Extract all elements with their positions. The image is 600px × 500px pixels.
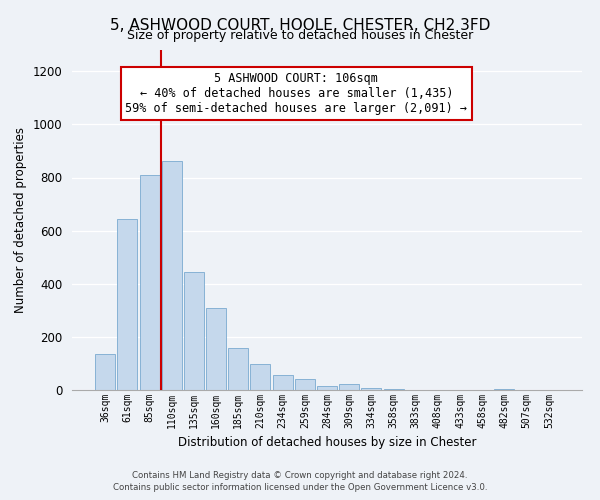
Bar [361, 388, 382, 390]
Bar [140, 176, 160, 390]
Bar [162, 161, 182, 390]
Bar [95, 354, 115, 390]
Bar [250, 364, 271, 390]
Bar [228, 348, 248, 390]
Y-axis label: Number of detached properties: Number of detached properties [14, 127, 27, 313]
Bar [118, 218, 137, 390]
Bar [272, 376, 293, 390]
Text: Size of property relative to detached houses in Chester: Size of property relative to detached ho… [127, 29, 473, 42]
Bar [317, 386, 337, 390]
Bar [184, 272, 204, 390]
X-axis label: Distribution of detached houses by size in Chester: Distribution of detached houses by size … [178, 436, 476, 450]
Bar [206, 308, 226, 390]
Text: Contains HM Land Registry data © Crown copyright and database right 2024.
Contai: Contains HM Land Registry data © Crown c… [113, 471, 487, 492]
Bar [494, 388, 514, 390]
Text: 5, ASHWOOD COURT, HOOLE, CHESTER, CH2 3FD: 5, ASHWOOD COURT, HOOLE, CHESTER, CH2 3F… [110, 18, 490, 32]
Bar [383, 389, 404, 390]
Bar [339, 384, 359, 390]
Bar [295, 378, 315, 390]
Text: 5 ASHWOOD COURT: 106sqm
← 40% of detached houses are smaller (1,435)
59% of semi: 5 ASHWOOD COURT: 106sqm ← 40% of detache… [125, 72, 467, 115]
